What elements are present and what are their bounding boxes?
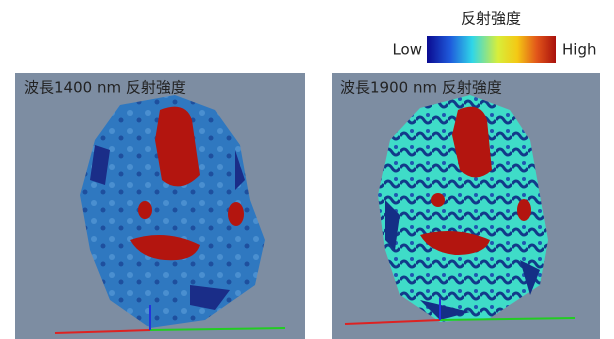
page: 反射強度 Low High 波長1400 nm 反射強度 波長1900 nm 反…	[0, 0, 614, 339]
legend-low: Low	[392, 41, 422, 59]
legend-high: High	[562, 41, 596, 59]
colorbar	[427, 36, 556, 63]
panel-left: 波長1400 nm 反射強度	[15, 73, 305, 339]
panel-title: 波長1400 nm 反射強度	[24, 79, 186, 97]
red-region	[517, 199, 531, 221]
panel-title: 波長1900 nm 反射強度	[340, 79, 502, 97]
red-region	[138, 201, 152, 219]
red-region	[228, 202, 244, 226]
legend-title: 反射強度	[461, 10, 521, 28]
figure: 反射強度 Low High 波長1400 nm 反射強度 波長1900 nm 反…	[0, 0, 614, 339]
panel-right: 波長1900 nm 反射強度	[332, 73, 600, 339]
red-region	[431, 193, 445, 207]
